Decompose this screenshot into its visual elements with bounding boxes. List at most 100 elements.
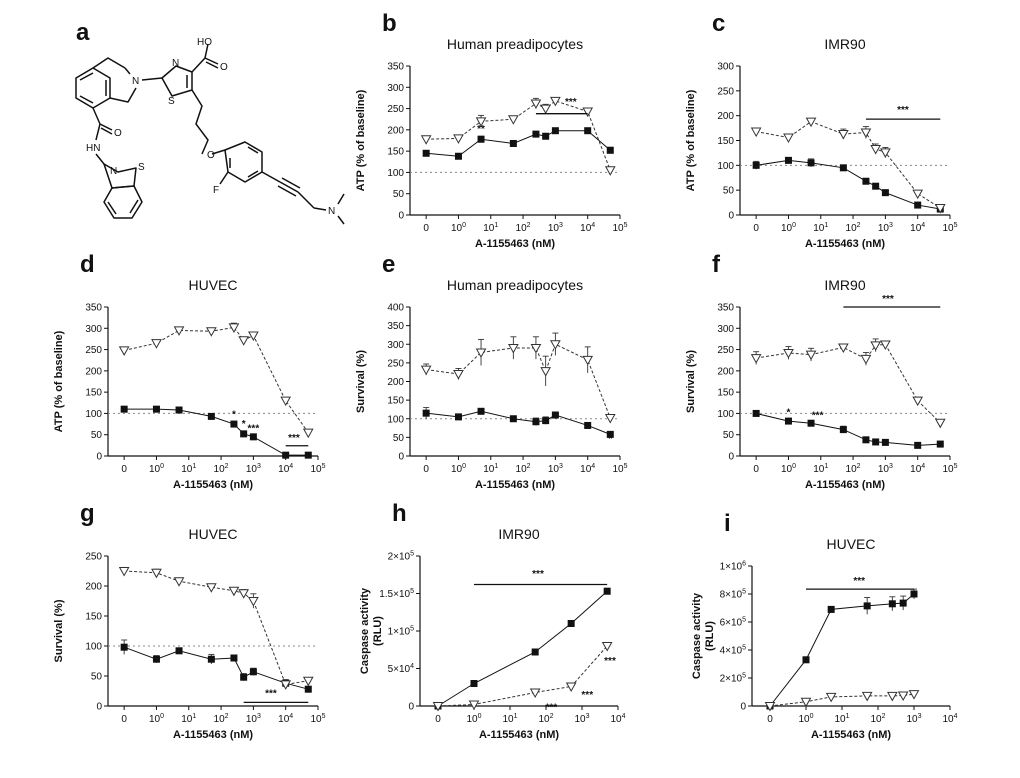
y-tick-label: 200 (717, 111, 734, 122)
data-point-triangle (173, 326, 185, 336)
significance-annotation: *** (882, 294, 894, 305)
data-point-triangle (601, 642, 613, 652)
panel-label: c (712, 10, 725, 37)
x-tick-label: 0 (423, 464, 429, 475)
x-axis-label: A-1155463 (nM) (475, 479, 555, 491)
data-point-square (606, 146, 614, 154)
significance-annotation: *** (604, 656, 616, 667)
data-point-triangle (880, 340, 891, 350)
data-point-square (304, 685, 312, 693)
data-point-square (606, 430, 614, 438)
significance-annotation: *** (532, 569, 544, 580)
y-tick-label: 0 (398, 452, 404, 463)
data-point-triangle (507, 115, 519, 125)
data-point-square (477, 135, 485, 143)
y-tick-label: 350 (387, 62, 404, 73)
y-tick-label: 0 (408, 702, 414, 713)
data-point-triangle (420, 135, 432, 145)
panel-label: i (724, 510, 731, 537)
data-point-square (910, 590, 918, 598)
y-tick-label: 8×105 (720, 589, 747, 601)
data-point-triangle (248, 597, 259, 607)
x-tick-label: 103 (878, 463, 893, 475)
y-tick-label: 100 (85, 642, 102, 653)
x-tick-label: 100 (451, 463, 466, 475)
data-point-triangle (908, 690, 920, 700)
y-tick-label: 150 (387, 147, 404, 158)
x-tick-label: 100 (466, 713, 481, 725)
y-tick-label: 200 (387, 125, 404, 136)
y-tick-label: 50 (723, 186, 735, 197)
x-axis-label: A-1155463 (nM) (805, 238, 885, 250)
data-point-square (454, 152, 462, 160)
data-point-square (936, 440, 944, 448)
data-point-triangle (550, 96, 561, 107)
significance-annotation: *** (565, 97, 577, 108)
significance-annotation: *** (581, 690, 593, 701)
significance-annotation: *** (853, 576, 865, 587)
atom-label: N (110, 166, 117, 177)
y-tick-label: 350 (717, 303, 734, 314)
significance-annotation: *** (248, 423, 260, 434)
data-point-triangle (118, 346, 130, 356)
data-point-triangle (475, 117, 487, 127)
panel-label: d (80, 251, 95, 278)
data-point-square (802, 656, 810, 664)
x-axis-label: A-1155463 (nM) (805, 479, 885, 491)
series-line-solid (124, 408, 309, 456)
data-point-triangle (582, 355, 594, 366)
data-point-triangle (529, 688, 541, 699)
x-tick-label: 102 (516, 463, 531, 475)
x-axis-label: A-1155463 (nM) (173, 729, 253, 741)
data-point-triangle (764, 702, 776, 712)
panel-label: e (382, 251, 395, 278)
panel-label: f (712, 251, 721, 278)
data-point-triangle (151, 339, 162, 349)
x-tick-label: 105 (612, 222, 627, 234)
data-point-triangle (530, 99, 542, 109)
y-axis-label: Survival (%) (53, 599, 65, 662)
x-tick-label: 103 (574, 713, 589, 725)
y-tick-label: 350 (85, 303, 102, 314)
significance-annotation: *** (265, 688, 277, 699)
data-point-square (839, 164, 847, 172)
data-point-square (752, 409, 760, 417)
data-point-square (863, 602, 871, 610)
data-point-triangle (280, 396, 292, 407)
data-point-triangle (783, 133, 794, 144)
data-point-triangle (173, 577, 185, 587)
y-tick-label: 150 (85, 612, 102, 623)
x-tick-label: 0 (753, 223, 759, 234)
data-point-square (120, 405, 128, 413)
x-tick-label: 104 (910, 222, 925, 234)
data-point-square (230, 420, 238, 428)
y-tick-label: 350 (387, 321, 404, 332)
chart-title: IMR90 (498, 526, 539, 542)
x-tick-label: 0 (435, 714, 441, 725)
data-point-square (542, 132, 550, 140)
data-point-triangle (582, 107, 594, 118)
data-point-triangle (540, 104, 552, 115)
panel-label: g (80, 500, 95, 527)
data-point-triangle (897, 691, 909, 702)
data-point-square (509, 415, 517, 423)
molecule-panel-label: a (76, 19, 90, 46)
y-tick-label: 0 (728, 211, 734, 222)
data-point-square (152, 655, 160, 663)
chart-c: c IMR90 0 50 100 150 200 250 300 0 100 101 102 103 104… (685, 10, 958, 250)
y-tick-label: 250 (717, 345, 734, 356)
y-tick-label: 250 (387, 358, 404, 369)
x-tick-label: 0 (121, 464, 127, 475)
data-point-triangle (118, 567, 130, 577)
data-point-triangle (238, 589, 250, 599)
y-tick-label: 5×104 (388, 663, 415, 675)
data-point-triangle (302, 428, 314, 439)
data-point-square (470, 680, 478, 687)
x-tick-label: 103 (548, 222, 563, 234)
x-tick-label: 100 (149, 463, 164, 475)
data-point-triangle (302, 676, 314, 687)
data-point-square (542, 417, 550, 425)
data-point-square (807, 419, 815, 427)
data-point-square (532, 418, 540, 426)
data-point-triangle (604, 414, 616, 424)
